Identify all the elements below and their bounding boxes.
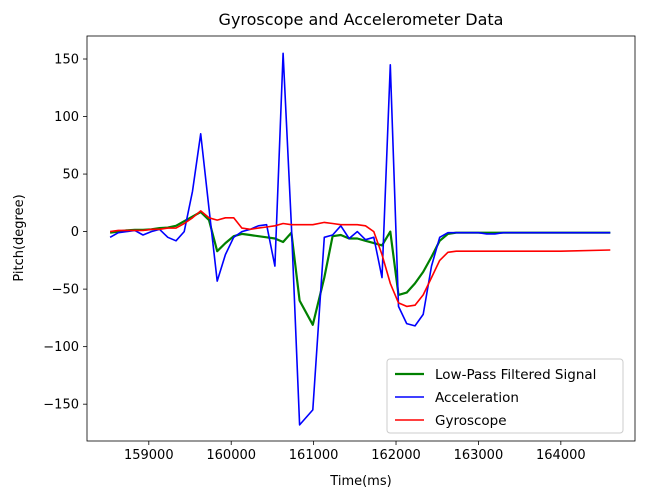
x-axis-ticks: 159000 160000 161000 162000 163000 164000 <box>124 441 586 463</box>
y-tick-label-5: 100 <box>54 110 79 125</box>
series-line-1 <box>109 52 611 426</box>
x-axis-label: Time(ms) <box>329 474 391 489</box>
x-tick-label-2: 161000 <box>289 448 339 463</box>
plot-frame <box>86 35 636 442</box>
y-axis-ticks: −150 −100 −50 0 50 100 150 <box>43 53 87 413</box>
series-line-2 <box>109 210 611 308</box>
y-axis-label: Pitch(degree) <box>12 194 27 281</box>
x-tick-label-3: 162000 <box>371 448 421 463</box>
legend-label-0: Low-Pass Filtered Signal <box>435 367 596 383</box>
y-tick-label-4: 50 <box>62 168 79 183</box>
y-tick-label-3: 0 <box>71 225 79 240</box>
legend: Low-Pass Filtered Signal Acceleration Gyro… <box>386 358 624 434</box>
y-tick-label-1: −100 <box>43 340 79 355</box>
legend-label-2: Gyroscope <box>435 413 507 429</box>
series-line-0 <box>109 210 611 326</box>
x-tick-label-4: 163000 <box>454 448 504 463</box>
x-tick-label-1: 160000 <box>206 448 256 463</box>
y-tick-label-2: −50 <box>52 283 79 298</box>
x-tick-label-0: 159000 <box>124 448 174 463</box>
series-layer <box>109 52 611 426</box>
legend-box <box>386 358 624 434</box>
chart-title: Gyroscope and Accelerometer Data <box>219 10 504 29</box>
y-tick-label-6: 150 <box>54 53 79 68</box>
legend-label-1: Acceleration <box>435 390 519 406</box>
x-tick-label-5: 164000 <box>536 448 586 463</box>
y-tick-label-0: −150 <box>43 398 79 413</box>
